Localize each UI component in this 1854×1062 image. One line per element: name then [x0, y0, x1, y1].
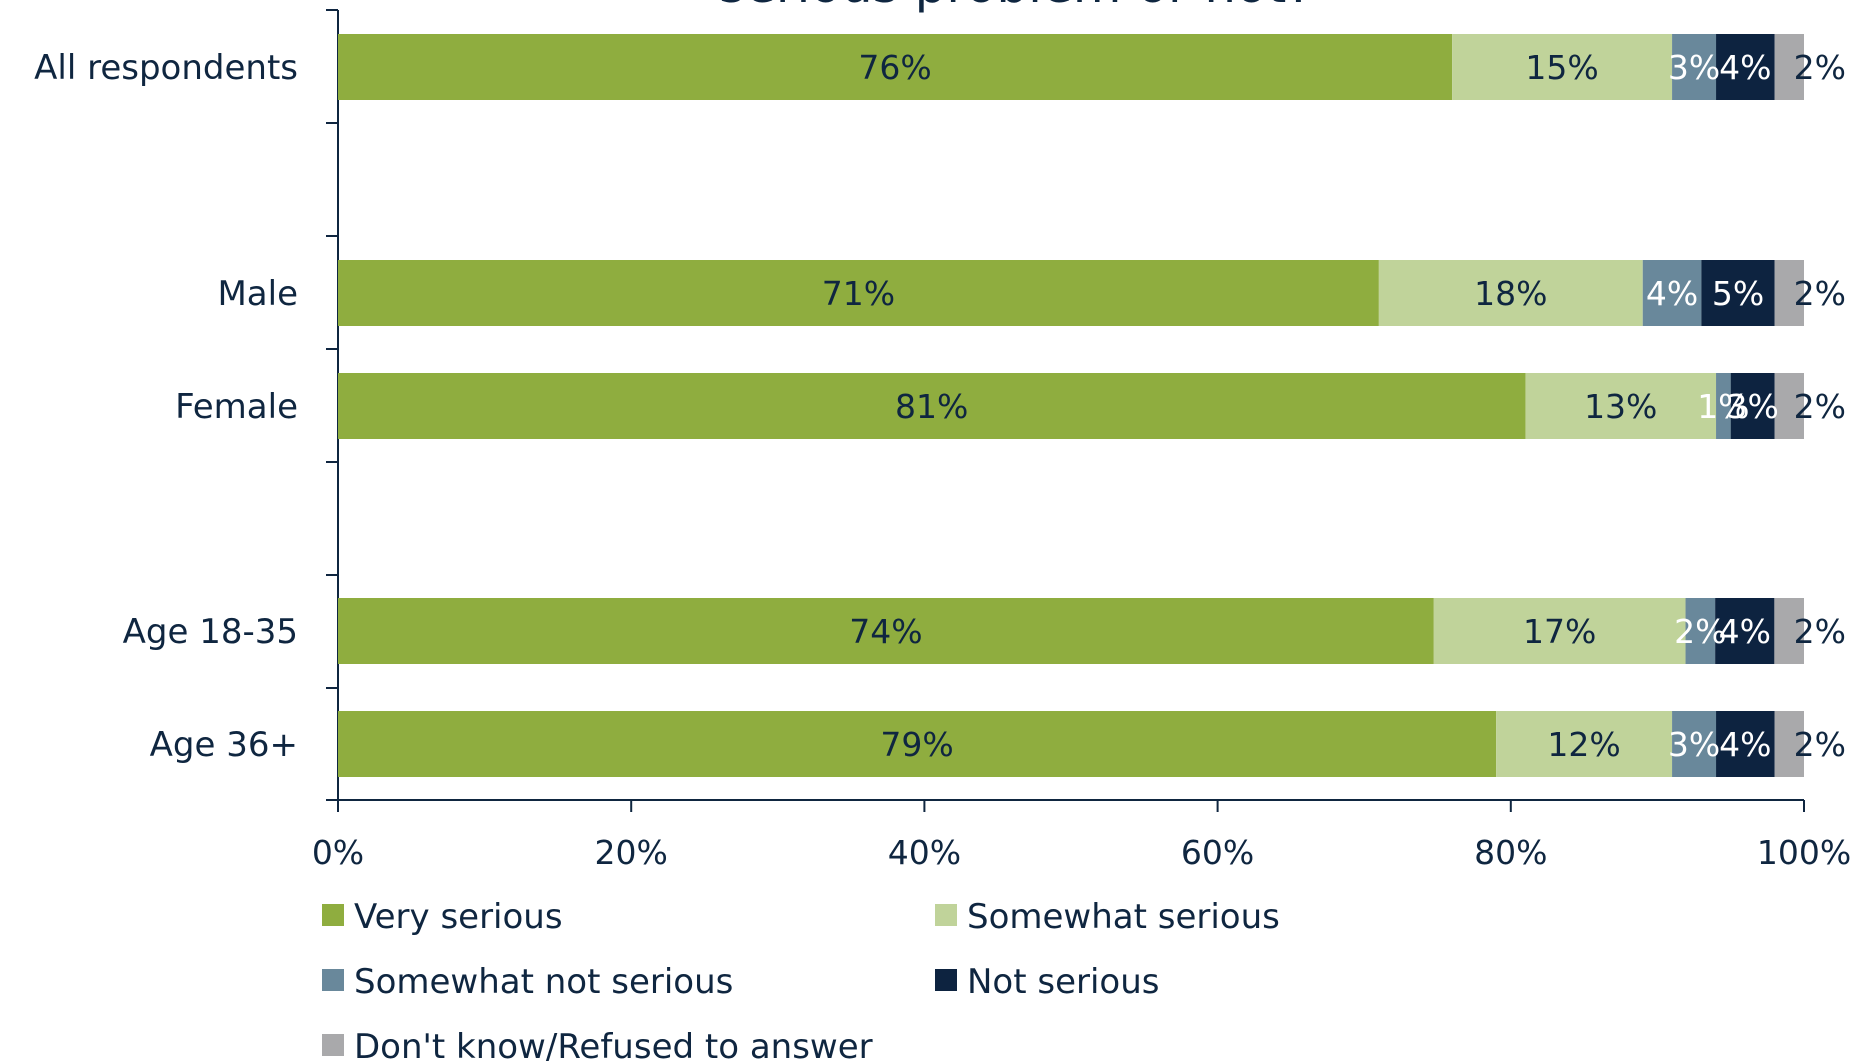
data-label: 18% — [1474, 274, 1547, 313]
data-label: 12% — [1547, 725, 1620, 764]
x-tick-label: 0% — [312, 833, 364, 872]
x-tick-label: 80% — [1474, 833, 1547, 872]
category-label: Age 18-35 — [123, 612, 298, 652]
data-label: 15% — [1525, 48, 1598, 87]
legend-swatch — [322, 969, 344, 991]
data-label: 4% — [1719, 612, 1771, 651]
legend-swatch — [935, 969, 957, 991]
legend-swatch — [322, 1034, 344, 1056]
bar-segment — [1452, 34, 1673, 100]
data-label: 3% — [1668, 725, 1720, 764]
data-label: 4% — [1646, 274, 1698, 313]
data-label: 4% — [1719, 48, 1771, 87]
bar-segment — [1685, 598, 1716, 664]
data-label: 2% — [1794, 274, 1846, 313]
data-label: 2% — [1674, 612, 1726, 651]
bar-segment — [338, 598, 1434, 664]
bar-segment — [1716, 34, 1775, 100]
bar-segment — [1701, 260, 1775, 326]
data-label: 2% — [1794, 612, 1846, 651]
bar-segment — [338, 34, 1453, 100]
bar-segment — [338, 711, 1497, 777]
data-label: 3% — [1727, 387, 1779, 426]
data-label: 81% — [895, 387, 968, 426]
bar-segment — [1774, 373, 1804, 439]
data-label: 1% — [1697, 387, 1749, 426]
bar-segment — [338, 373, 1526, 439]
chart-title: serious problem or not? — [719, 0, 1313, 14]
bar-segment — [1525, 373, 1717, 439]
data-label: 5% — [1712, 274, 1764, 313]
data-label: 74% — [849, 612, 922, 651]
bar-segment — [1715, 598, 1775, 664]
data-label: 71% — [822, 274, 895, 313]
legend-label: Somewhat not serious — [354, 962, 733, 1002]
bar-segment — [1672, 34, 1717, 100]
bar-segment — [1774, 598, 1804, 664]
category-label: All respondents — [34, 48, 298, 88]
legend-label: Somewhat serious — [967, 897, 1280, 937]
data-label: 2% — [1794, 48, 1846, 87]
x-tick-label: 60% — [1181, 833, 1254, 872]
bar-segment — [1774, 34, 1804, 100]
data-label: 4% — [1719, 725, 1771, 764]
category-label: Male — [217, 274, 298, 314]
bar-segment — [1672, 711, 1717, 777]
legend-label: Don't know/Refused to answer — [354, 1027, 873, 1062]
data-label: 17% — [1523, 612, 1596, 651]
category-label: Female — [175, 387, 298, 427]
bar-segment — [1642, 260, 1702, 326]
bar-segment — [1774, 260, 1804, 326]
bar-segment — [1774, 711, 1804, 777]
legend-label: Very serious — [354, 897, 563, 937]
data-label: 79% — [880, 725, 953, 764]
bar-segment — [1496, 711, 1673, 777]
bar-segment — [1716, 373, 1731, 439]
bar-segment — [1716, 711, 1775, 777]
data-label: 13% — [1584, 387, 1657, 426]
data-label: 2% — [1794, 725, 1846, 764]
legend-label: Not serious — [967, 962, 1160, 1002]
legend-swatch — [935, 904, 957, 926]
x-tick-label: 100% — [1757, 833, 1851, 872]
bar-segment — [338, 260, 1379, 326]
bar-segment — [1730, 373, 1775, 439]
x-tick-label: 40% — [888, 833, 961, 872]
data-label: 3% — [1668, 48, 1720, 87]
category-label: Age 36+ — [150, 725, 298, 765]
legend-swatch — [322, 904, 344, 926]
bar-segment — [1433, 598, 1686, 664]
data-label: 76% — [858, 48, 931, 87]
data-label: 2% — [1794, 387, 1846, 426]
bar-segment — [1378, 260, 1643, 326]
x-tick-label: 20% — [595, 833, 668, 872]
